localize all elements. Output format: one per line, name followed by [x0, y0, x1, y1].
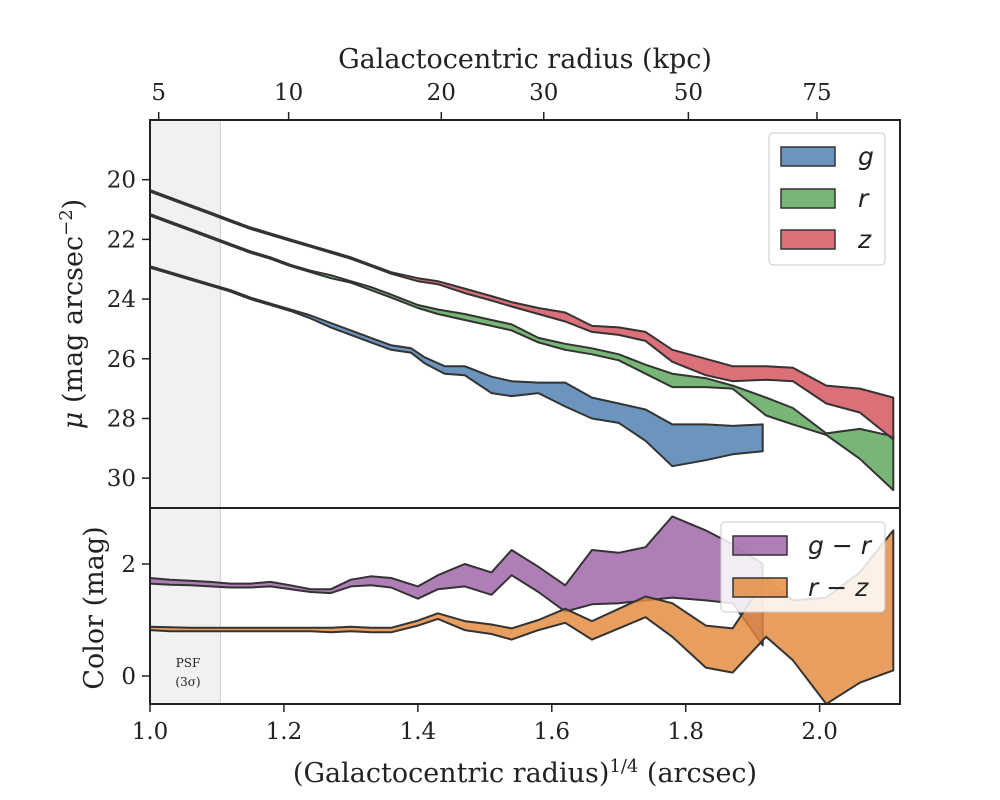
x-axis-label: (Galactocentric radius)1/4 (arcsec) — [293, 756, 757, 790]
legend-item-z: z — [780, 225, 872, 254]
top-y-tick-label: 20 — [107, 168, 136, 194]
top-y-tick-label: 26 — [107, 347, 136, 373]
bottom-panel: PSF (3σ) 02 1.0 1.2 1.4 1.6 1.8 2.0 Color (ma… — [79, 507, 901, 790]
x-tick-label: 1.8 — [667, 719, 704, 745]
top-panel: 20 22 24 26 28 30 5 10 20 30 50 75 Galactocentric … — [56, 44, 901, 509]
top-bands — [150, 189, 895, 492]
top-y-tick-label: 30 — [107, 466, 136, 492]
x-tick-label: 1.2 — [266, 719, 303, 745]
legend-label-r-minus-z: r − z — [808, 573, 869, 602]
top-x-tick-label: 50 — [674, 80, 703, 106]
psf-sigma-label: (3σ) — [175, 675, 200, 689]
surface-brightness-band-g — [150, 265, 764, 468]
legend-item-g-minus-r: g − r — [732, 531, 873, 560]
legend-label-r: r — [858, 184, 870, 213]
bottom-legend: g − r r − z — [720, 521, 886, 613]
x-tick-label: 1.6 — [533, 719, 570, 745]
top-secondary-x-ticks: 5 10 20 30 50 75 — [151, 80, 832, 120]
legend-swatch-g — [780, 146, 836, 167]
color-band-r-minus-z — [150, 529, 895, 704]
top-y-axis-label: μ (mag arcsec−2) — [56, 199, 90, 429]
psf-shaded-region-bottom — [150, 508, 221, 704]
top-x-tick-label: 5 — [151, 80, 166, 106]
bottom-y-tick-label: 0 — [121, 664, 136, 690]
psf-shaded-region-top — [150, 120, 221, 508]
x-tick-label: 1.0 — [132, 719, 169, 745]
surface-brightness-band-z — [150, 189, 895, 441]
top-y-ticks: 20 22 24 26 28 30 — [107, 168, 150, 492]
top-y-tick-label: 22 — [107, 227, 136, 253]
bottom-y-ticks: 02 — [121, 552, 150, 690]
top-x-tick-label: 10 — [274, 80, 303, 106]
top-x-tick-label: 20 — [427, 80, 456, 106]
legend-label-g-minus-r: g − r — [808, 531, 873, 560]
top-y-tick-label: 24 — [107, 287, 136, 313]
legend-label-g: g — [858, 142, 874, 171]
legend-swatch-z — [780, 229, 836, 250]
legend-swatch-g-minus-r — [732, 535, 788, 556]
legend-swatch-r — [780, 188, 836, 209]
bottom-y-axis-label: Color (mag) — [79, 526, 110, 689]
legend-item-r-minus-z: r − z — [732, 573, 869, 602]
surface-brightness-band-r — [150, 213, 895, 492]
bottom-panel-frame — [149, 507, 901, 705]
bottom-y-tick-label: 2 — [121, 552, 136, 578]
legend-swatch-r-minus-z — [732, 577, 788, 598]
top-x-axis-label: Galactocentric radius (kpc) — [338, 44, 712, 75]
top-x-tick-label: 75 — [802, 80, 831, 106]
bottom-x-ticks: 1.0 1.2 1.4 1.6 1.8 2.0 — [132, 704, 838, 745]
legend-item-g: g — [780, 142, 874, 171]
legend-item-r: r — [780, 184, 870, 213]
legend-label-z: z — [857, 225, 872, 254]
color-band-g-minus-r — [150, 515, 764, 647]
top-x-tick-label: 30 — [529, 80, 558, 106]
psf-label: PSF — [176, 656, 201, 670]
x-tick-label: 1.4 — [400, 719, 437, 745]
top-legend: g r z — [768, 132, 886, 266]
top-y-tick-label: 28 — [107, 406, 136, 432]
x-tick-label: 2.0 — [801, 719, 838, 745]
bottom-bands — [150, 515, 895, 704]
